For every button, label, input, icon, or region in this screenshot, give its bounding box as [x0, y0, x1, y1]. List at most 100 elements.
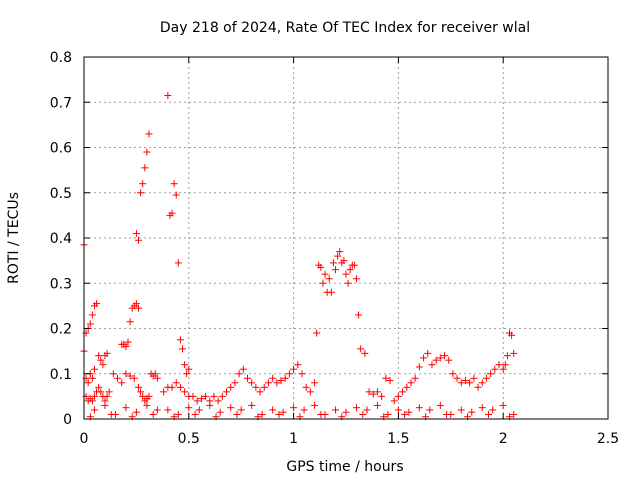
data-point	[168, 209, 176, 217]
data-point	[407, 379, 415, 387]
data-point	[300, 406, 308, 414]
data-point	[143, 401, 151, 409]
data-point	[216, 408, 224, 416]
data-point	[86, 320, 94, 328]
data-point	[197, 395, 205, 403]
data-point	[290, 365, 298, 373]
data-point	[394, 406, 402, 414]
data-point	[103, 392, 111, 400]
data-point	[428, 361, 436, 369]
x-tick-label: 0.5	[178, 431, 200, 447]
data-point	[97, 356, 105, 364]
data-point	[122, 404, 130, 412]
data-point	[359, 410, 367, 418]
data-point	[153, 406, 161, 414]
data-point	[151, 370, 159, 378]
data-point	[489, 406, 497, 414]
data-point	[470, 374, 478, 382]
data-point	[130, 374, 138, 382]
data-point	[193, 397, 201, 405]
data-point	[179, 345, 187, 353]
data-point	[482, 374, 490, 382]
data-point	[317, 263, 325, 271]
data-point	[99, 361, 107, 369]
data-point	[405, 408, 413, 416]
data-point	[256, 388, 264, 396]
data-point	[143, 148, 151, 156]
data-point	[510, 410, 518, 418]
data-point	[122, 370, 130, 378]
data-point	[137, 189, 145, 197]
data-point	[264, 379, 272, 387]
y-tick-label: 0.4	[50, 231, 72, 247]
data-point	[340, 257, 348, 265]
data-point	[325, 275, 333, 283]
data-point	[126, 372, 134, 380]
x-tick-label: 1.5	[387, 431, 409, 447]
data-point	[399, 388, 407, 396]
data-point	[365, 388, 373, 396]
data-point	[227, 383, 235, 391]
data-point	[478, 379, 486, 387]
data-point	[344, 279, 352, 287]
data-point	[153, 374, 161, 382]
data-point	[118, 379, 126, 387]
data-point	[172, 379, 180, 387]
data-point	[332, 406, 340, 414]
axis-ticks: 0 0.5 1 1.5 2 2.5 0 0.1 0.2 0.3 0.4 0.5 0.6 0.7 0.8	[50, 50, 619, 447]
data-point	[294, 361, 302, 369]
grid-lines	[84, 57, 608, 419]
data-point	[185, 404, 193, 412]
data-point	[334, 252, 342, 260]
data-point	[84, 379, 92, 387]
data-point	[132, 408, 140, 416]
data-point	[321, 270, 329, 278]
data-point	[441, 352, 449, 360]
data-point	[457, 379, 465, 387]
data-point	[332, 266, 340, 274]
chart-title: Day 218 of 2024, Rate Of TEC Index for r…	[160, 20, 530, 36]
data-point	[183, 370, 191, 378]
data-point	[499, 365, 507, 373]
data-point	[466, 379, 474, 387]
data-point	[436, 354, 444, 362]
data-point	[101, 401, 109, 409]
data-point	[273, 379, 281, 387]
data-point	[95, 383, 103, 391]
data-point	[415, 363, 423, 371]
data-point	[342, 270, 350, 278]
data-point	[285, 370, 293, 378]
data-point	[149, 410, 157, 418]
data-point	[390, 397, 398, 405]
data-point	[90, 406, 98, 414]
data-point	[474, 383, 482, 391]
data-point	[124, 338, 132, 346]
data-point	[237, 406, 245, 414]
data-point	[457, 406, 465, 414]
data-point	[93, 300, 101, 308]
data-point	[495, 361, 503, 369]
data-point	[485, 410, 493, 418]
data-point	[357, 345, 365, 353]
data-point	[88, 311, 96, 319]
data-point	[346, 266, 354, 274]
data-point	[411, 374, 419, 382]
data-point	[88, 374, 96, 382]
data-point	[508, 331, 516, 339]
data-point	[401, 410, 409, 418]
data-point	[311, 379, 319, 387]
y-tick-label: 0.5	[50, 186, 72, 202]
data-point	[103, 349, 111, 357]
data-point	[363, 406, 371, 414]
data-point	[176, 336, 184, 344]
y-tick-label: 0.1	[50, 367, 72, 383]
data-point	[415, 404, 423, 412]
data-point	[277, 377, 285, 385]
data-point	[145, 392, 153, 400]
y-tick-label: 0.6	[50, 141, 72, 157]
data-point	[109, 370, 117, 378]
y-tick-label: 0.2	[50, 322, 72, 338]
data-point	[139, 392, 147, 400]
data-point	[373, 388, 381, 396]
data-point	[420, 354, 428, 362]
